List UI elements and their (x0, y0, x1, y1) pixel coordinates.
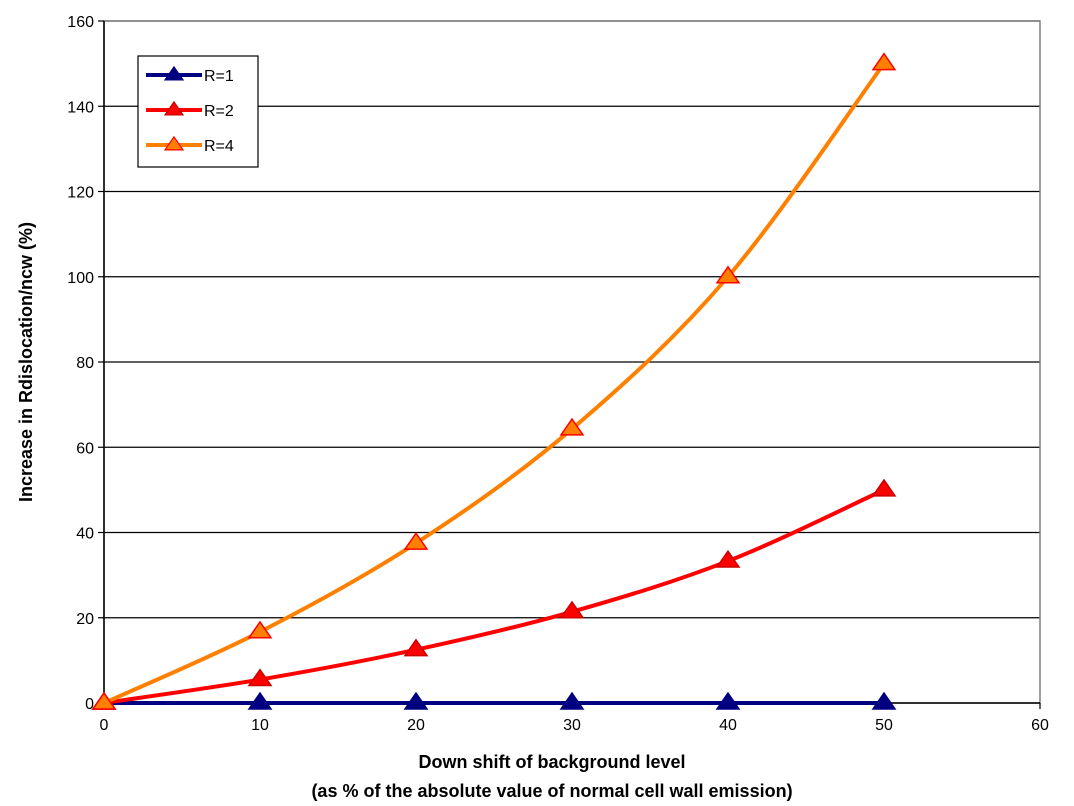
y-tick-label: 0 (85, 696, 94, 713)
legend-item: R=4 (146, 135, 234, 155)
legend-swatch-marker (163, 65, 185, 81)
x-tick-label: 60 (1031, 717, 1049, 734)
y-tick-label: 60 (76, 440, 94, 457)
data-point (871, 52, 897, 71)
legend-swatch-marker (163, 100, 185, 116)
legend: R=1 R=2 R=4 (137, 55, 259, 168)
data-point (403, 638, 429, 657)
x-tick-label: 50 (875, 717, 893, 734)
x-tick-label: 40 (719, 717, 737, 734)
data-point (247, 691, 273, 710)
series-R=4 (91, 52, 897, 710)
data-point (247, 620, 273, 639)
y-tick-label: 80 (76, 355, 94, 372)
data-point (403, 531, 429, 550)
y-tick-label: 120 (67, 185, 94, 202)
series-R=2 (91, 478, 897, 710)
data-point (91, 691, 117, 710)
series-R=1 (91, 691, 897, 710)
y-tick-label: 140 (67, 99, 94, 116)
y-axis-title: Increase in Rdislocation/ncw (%) (16, 222, 36, 502)
data-point (559, 691, 585, 710)
data-point (715, 691, 741, 710)
series-layer (91, 52, 897, 710)
legend-swatch-marker (163, 135, 185, 151)
y-tick-label: 100 (67, 270, 94, 287)
series-line (103, 488, 885, 705)
y-tick-label: 20 (76, 611, 94, 628)
data-point (871, 691, 897, 710)
y-axis-ticks: 0 20 40 60 80 100 120 140 160 (67, 14, 105, 713)
gridlines (104, 20, 1040, 619)
data-point (871, 478, 897, 497)
x-axis-title: Down shift of background level (418, 752, 685, 772)
y-tick-label: 40 (76, 526, 94, 543)
x-axis-subtitle: (as % of the absolute value of normal ce… (311, 781, 792, 801)
data-point (247, 668, 273, 687)
data-point (559, 417, 585, 436)
legend-label: R=1 (204, 68, 234, 85)
legend-item: R=1 (146, 65, 234, 85)
legend-label: R=2 (204, 103, 234, 120)
x-tick-label: 20 (407, 717, 425, 734)
legend-label: R=4 (204, 138, 234, 155)
data-point (403, 691, 429, 710)
x-tick-label: 10 (251, 717, 269, 734)
y-tick-label: 160 (67, 14, 94, 31)
legend-item: R=2 (146, 100, 234, 120)
x-tick-label: 30 (563, 717, 581, 734)
data-point (559, 600, 585, 619)
data-point (715, 265, 741, 284)
x-tick-label: 0 (100, 717, 109, 734)
data-point (715, 549, 741, 568)
